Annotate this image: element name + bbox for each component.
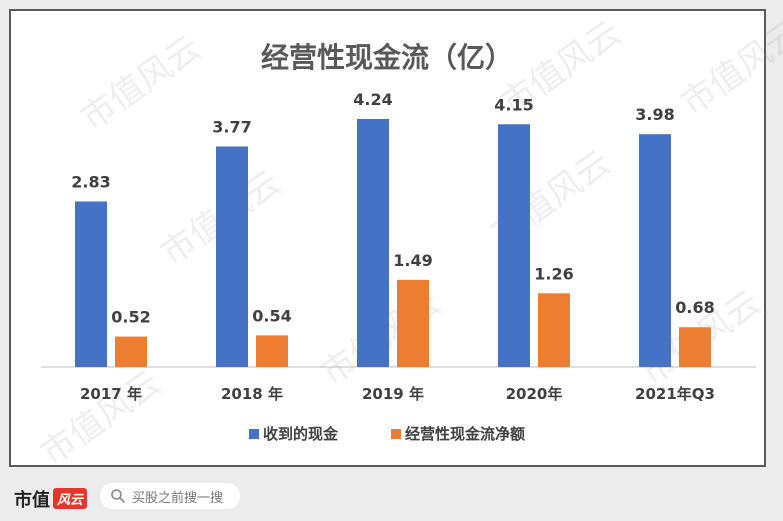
bar-net-operating-cash-flow: [397, 279, 429, 367]
legend-label: 经营性现金流净额: [405, 425, 525, 443]
x-tick-label: 2017 年: [80, 385, 142, 403]
x-tick-label: 2019 年: [362, 385, 424, 403]
bar-cash-received: [498, 124, 530, 367]
bar-net-operating-cash-flow: [538, 293, 570, 367]
brand-text: 市值: [14, 490, 50, 511]
chart-title: 经营性现金流（亿）: [261, 41, 513, 74]
brand-logo[interactable]: 市值 风云: [14, 486, 88, 512]
footer-bar: 市值 风云 买股之前搜一搜: [0, 474, 783, 521]
data-label: 4.15: [494, 95, 533, 114]
bar-net-operating-cash-flow: [256, 335, 288, 367]
search-icon: [111, 489, 125, 503]
chart-frame: 市值风云 市值风云 市值风云 市值风云 市值风云 市值风云 市值风云 市值风云 …: [9, 9, 783, 474]
data-label: 1.26: [534, 264, 573, 283]
legend: 收到的现金 经营性现金流净额: [249, 425, 525, 443]
bar-cash-received: [216, 146, 248, 367]
legend-label: 收到的现金: [263, 425, 339, 443]
data-label: 1.49: [393, 251, 432, 270]
data-label: 2.83: [71, 172, 110, 191]
bars-group: 2.83 0.52 2017 年 3.77 0.54 2018 年 4.24 1.49 2019…: [71, 90, 715, 403]
data-label: 3.98: [635, 105, 674, 124]
search-placeholder: 买股之前搜一搜: [132, 490, 224, 506]
data-label: 0.54: [252, 306, 291, 325]
brand-logo-badge: 风云: [53, 488, 88, 509]
data-label: 0.52: [111, 308, 150, 327]
bar-cash-received: [357, 119, 389, 367]
legend-swatch: [249, 429, 259, 439]
bar-cash-received: [639, 134, 671, 367]
x-tick-label: 2018 年: [221, 385, 283, 403]
data-label: 3.77: [212, 117, 251, 136]
search-box[interactable]: 买股之前搜一搜: [100, 483, 240, 509]
data-label: 0.68: [675, 298, 714, 317]
bar-cash-received: [75, 201, 107, 367]
bar-net-operating-cash-flow: [679, 327, 711, 367]
data-label: 4.24: [353, 90, 392, 109]
x-tick-label: 2021年Q3: [635, 385, 715, 403]
bar-net-operating-cash-flow: [115, 336, 147, 367]
x-tick-label: 2020年: [506, 385, 563, 403]
legend-swatch: [391, 429, 401, 439]
bar-chart: 经营性现金流（亿） 2.83 0.52 2017 年 3.77 0.54 2018 年 4.…: [41, 41, 756, 443]
